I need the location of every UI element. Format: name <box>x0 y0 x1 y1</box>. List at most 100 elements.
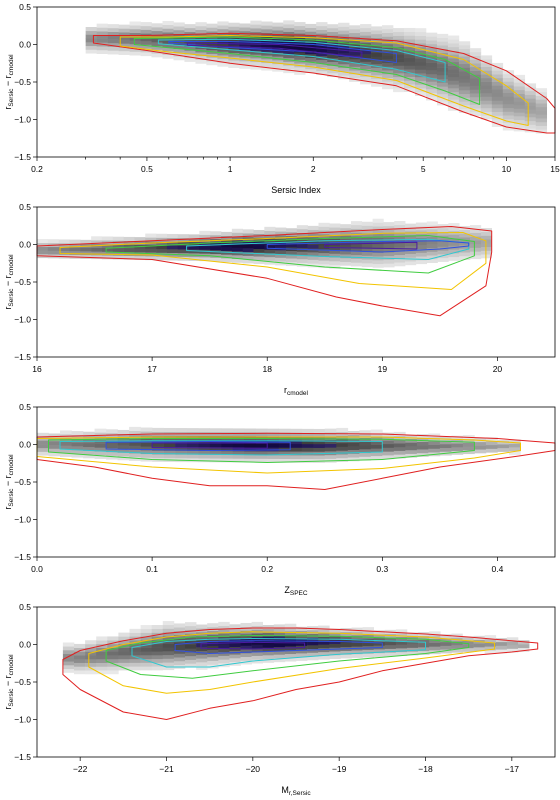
density-cell <box>96 662 108 667</box>
density-cell <box>239 60 251 66</box>
density-cell <box>129 662 141 667</box>
density-cell <box>350 243 363 248</box>
density-cell <box>437 250 449 255</box>
density-cell <box>436 97 449 102</box>
density-cell <box>151 643 164 648</box>
density-cell <box>83 454 95 459</box>
density-cell <box>250 24 262 29</box>
density-cell <box>210 253 222 258</box>
density-cell <box>491 70 504 75</box>
density-cell <box>188 245 200 250</box>
density-cell <box>393 61 405 66</box>
density-cell <box>301 447 314 452</box>
density-cell <box>195 59 207 64</box>
density-cell <box>351 650 363 655</box>
density-cell <box>286 243 298 248</box>
density-cell <box>436 67 449 72</box>
density-cell <box>239 23 251 28</box>
density-cell <box>404 31 416 36</box>
density-cell <box>188 249 200 254</box>
density-cell <box>469 66 482 71</box>
density-cell <box>199 242 211 247</box>
density-cell <box>473 643 485 648</box>
density-cell <box>451 447 464 452</box>
y-tick-label: 0.5 <box>19 2 31 12</box>
density-cell <box>437 242 449 247</box>
density-cell <box>384 648 397 653</box>
density-cell <box>329 628 341 633</box>
density-cell <box>349 70 361 75</box>
density-cell <box>301 440 314 445</box>
density-cell <box>140 29 152 34</box>
density-cell <box>85 662 97 667</box>
density-cell <box>382 455 395 460</box>
density-cell <box>440 634 452 639</box>
density-cell <box>480 231 492 236</box>
density-cell <box>338 67 350 72</box>
density-cell <box>85 49 97 54</box>
density-cell <box>395 648 408 653</box>
density-cell <box>372 252 384 257</box>
density-cell <box>458 63 471 68</box>
density-cell <box>418 650 430 655</box>
density-cell <box>232 450 245 455</box>
density-cell <box>85 45 97 50</box>
density-cell <box>393 450 406 455</box>
density-cell <box>272 45 284 50</box>
density-cell <box>360 65 372 70</box>
y-tick-label: 0.0 <box>19 40 31 50</box>
density-cell <box>307 244 319 249</box>
density-cell <box>240 649 252 654</box>
density-cell <box>395 629 408 634</box>
density-cell <box>140 446 153 451</box>
density-cell <box>383 259 395 264</box>
contour-level-5 <box>174 640 383 654</box>
density-cell <box>458 75 471 80</box>
x-tick-label: 15 <box>550 164 560 174</box>
density-cell <box>513 119 526 124</box>
density-cell <box>393 80 405 85</box>
density-cell <box>156 233 168 238</box>
density-cell <box>294 67 306 72</box>
density-cell <box>129 25 141 30</box>
density-cell <box>338 60 350 65</box>
density-cell <box>107 670 119 675</box>
density-cell <box>240 622 252 628</box>
density-cell <box>459 229 471 234</box>
density-cell <box>253 259 265 265</box>
density-cell <box>469 81 482 86</box>
density-cell <box>196 624 208 629</box>
density-cell <box>329 234 341 239</box>
density-cell <box>305 46 317 51</box>
density-cell <box>296 225 308 230</box>
density-cell <box>426 251 438 256</box>
density-cell <box>405 434 418 439</box>
density-cell <box>415 245 428 250</box>
density-cell <box>48 440 61 446</box>
density-cell <box>495 649 508 654</box>
density-cell <box>80 251 92 256</box>
density-cell <box>425 55 438 60</box>
density-cell <box>502 81 515 86</box>
density-cell <box>425 32 438 37</box>
density-cell <box>272 30 284 35</box>
density-cell <box>350 221 363 226</box>
density-cell <box>480 85 493 90</box>
density-cell <box>140 25 152 30</box>
density-cell <box>173 623 186 628</box>
density-cell <box>329 643 341 648</box>
density-cell <box>60 449 72 454</box>
density-cell <box>175 450 187 455</box>
density-cell <box>117 429 130 434</box>
density-cell <box>373 652 386 657</box>
density-cell <box>117 441 130 446</box>
density-cell <box>250 43 262 48</box>
density-cell <box>418 647 430 652</box>
density-cell <box>383 222 395 227</box>
density-cell <box>196 647 208 652</box>
density-cell <box>313 428 326 433</box>
density-cell <box>207 623 219 628</box>
density-cell <box>458 78 471 83</box>
density-cell <box>425 85 438 90</box>
density-cell <box>145 237 157 242</box>
